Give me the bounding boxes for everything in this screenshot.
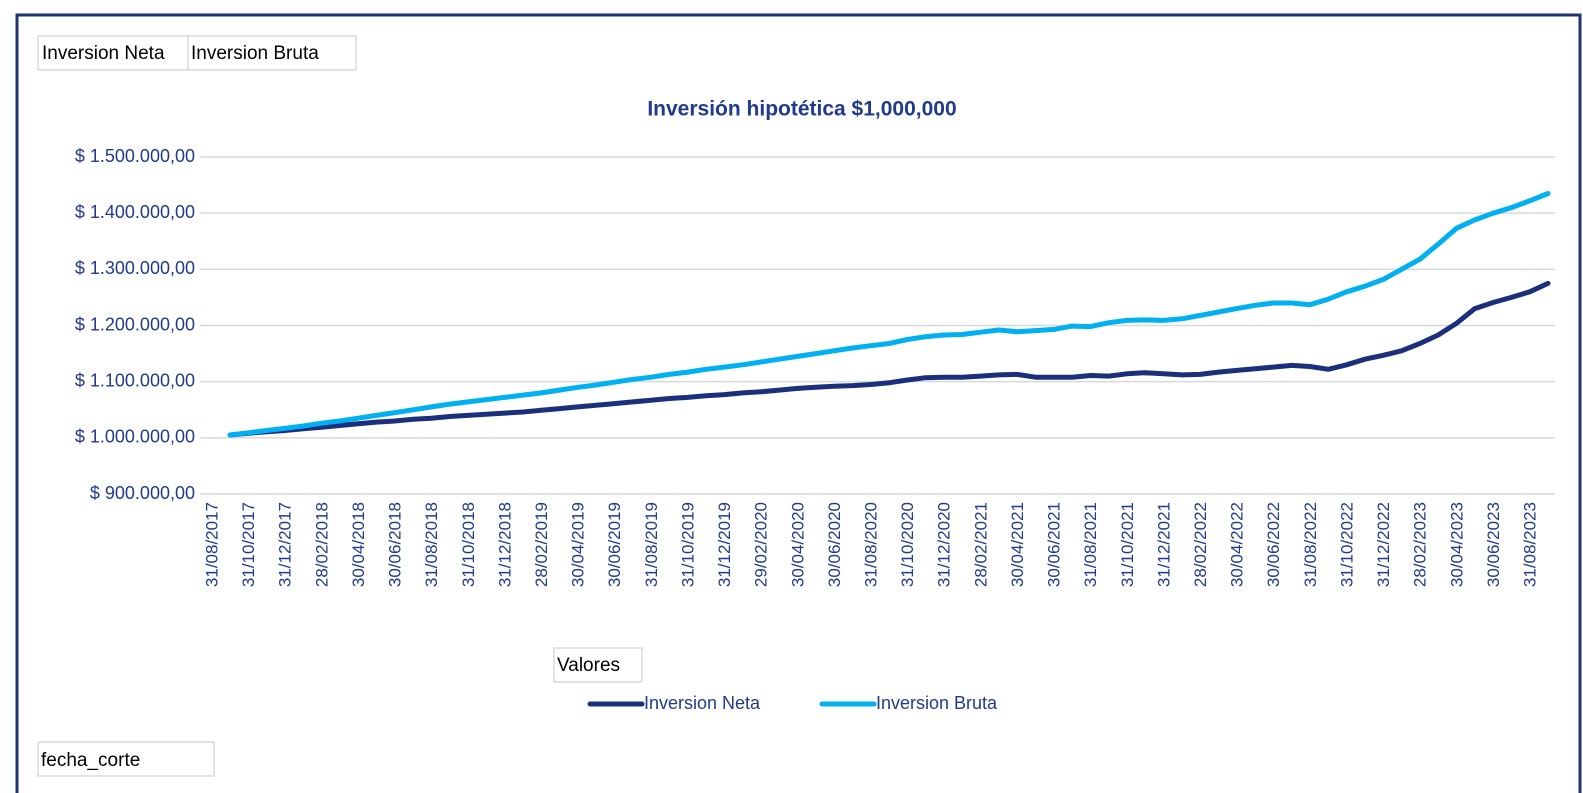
x-tick-label: 31/12/2020 xyxy=(935,502,954,587)
y-tick-label: $ 1.100.000,00 xyxy=(75,370,195,390)
axis-button-label[interactable]: fecha_corte xyxy=(41,750,140,771)
x-tick-label: 28/02/2022 xyxy=(1191,502,1210,587)
x-tick-label: 30/04/2018 xyxy=(349,502,368,587)
x-tick-label: 30/06/2022 xyxy=(1264,502,1283,587)
x-tick-label: 31/08/2022 xyxy=(1301,502,1320,587)
chart-frame xyxy=(15,13,1582,793)
x-tick-label: 30/06/2019 xyxy=(605,502,624,587)
x-tick-label: 31/08/2019 xyxy=(642,502,661,587)
y-tick-label: $ 1.200.000,00 xyxy=(75,314,195,334)
x-tick-label: 31/08/2020 xyxy=(861,502,880,587)
y-tick-label: $ 1.000.000,00 xyxy=(75,427,195,447)
x-tick-label: 30/06/2023 xyxy=(1484,502,1503,587)
x-tick-label: 31/08/2023 xyxy=(1520,502,1539,587)
x-tick-label: 31/10/2018 xyxy=(459,502,478,587)
x-tick-label: 31/10/2020 xyxy=(898,502,917,587)
x-tick-label: 28/02/2019 xyxy=(532,502,551,587)
series-line xyxy=(227,191,1551,438)
x-tick-label: 30/06/2018 xyxy=(386,502,405,587)
legend-label: Inversion Bruta xyxy=(876,693,998,713)
x-tick-label: 28/02/2021 xyxy=(971,502,990,587)
values-button[interactable] xyxy=(553,647,643,683)
y-tick-label: $ 1.300.000,00 xyxy=(75,258,195,278)
filter-button-label[interactable]: Inversion Bruta xyxy=(191,43,319,64)
y-tick-label: $ 1.500.000,00 xyxy=(75,146,195,166)
x-tick-label: 31/08/2021 xyxy=(1081,502,1100,587)
x-tick-label: 30/04/2022 xyxy=(1228,502,1247,587)
y-tick-label: $ 900.000,00 xyxy=(90,483,195,503)
x-tick-label: 30/06/2021 xyxy=(1045,502,1064,587)
legend-label: Inversion Neta xyxy=(644,693,761,713)
x-tick-label: 31/10/2021 xyxy=(1118,502,1137,587)
x-tick-label: 28/02/2023 xyxy=(1411,502,1430,587)
x-tick-label: 31/08/2018 xyxy=(422,502,441,587)
values-button-label[interactable]: Valores xyxy=(557,655,620,676)
x-tick-label: 31/12/2017 xyxy=(276,502,295,587)
x-tick-label: 31/12/2021 xyxy=(1154,502,1173,587)
x-tick-label: 30/04/2020 xyxy=(788,502,807,587)
filter-button[interactable] xyxy=(37,35,189,71)
axis-button[interactable] xyxy=(37,741,215,777)
filter-button-label[interactable]: Inversion Neta xyxy=(42,43,165,64)
x-tick-label: 30/04/2021 xyxy=(1008,502,1027,587)
x-tick-label: 30/04/2019 xyxy=(569,502,588,587)
y-tick-label: $ 1.400.000,00 xyxy=(75,202,195,222)
filter-button[interactable] xyxy=(187,35,357,71)
x-tick-label: 31/12/2018 xyxy=(495,502,514,587)
x-tick-label: 30/06/2020 xyxy=(825,502,844,587)
x-tick-label: 29/02/2020 xyxy=(752,502,771,587)
x-tick-label: 31/10/2019 xyxy=(678,502,697,587)
x-tick-label: 30/04/2023 xyxy=(1447,502,1466,587)
x-tick-label: 31/12/2019 xyxy=(715,502,734,587)
x-tick-label: 31/10/2022 xyxy=(1337,502,1356,587)
chart-title: Inversión hipotética $1,000,000 xyxy=(647,98,956,121)
x-tick-label: 28/02/2018 xyxy=(312,502,331,587)
x-tick-label: 31/10/2017 xyxy=(239,502,258,587)
x-tick-label: 31/08/2017 xyxy=(202,502,221,587)
x-tick-label: 31/12/2022 xyxy=(1374,502,1393,587)
series-line xyxy=(227,280,1551,438)
